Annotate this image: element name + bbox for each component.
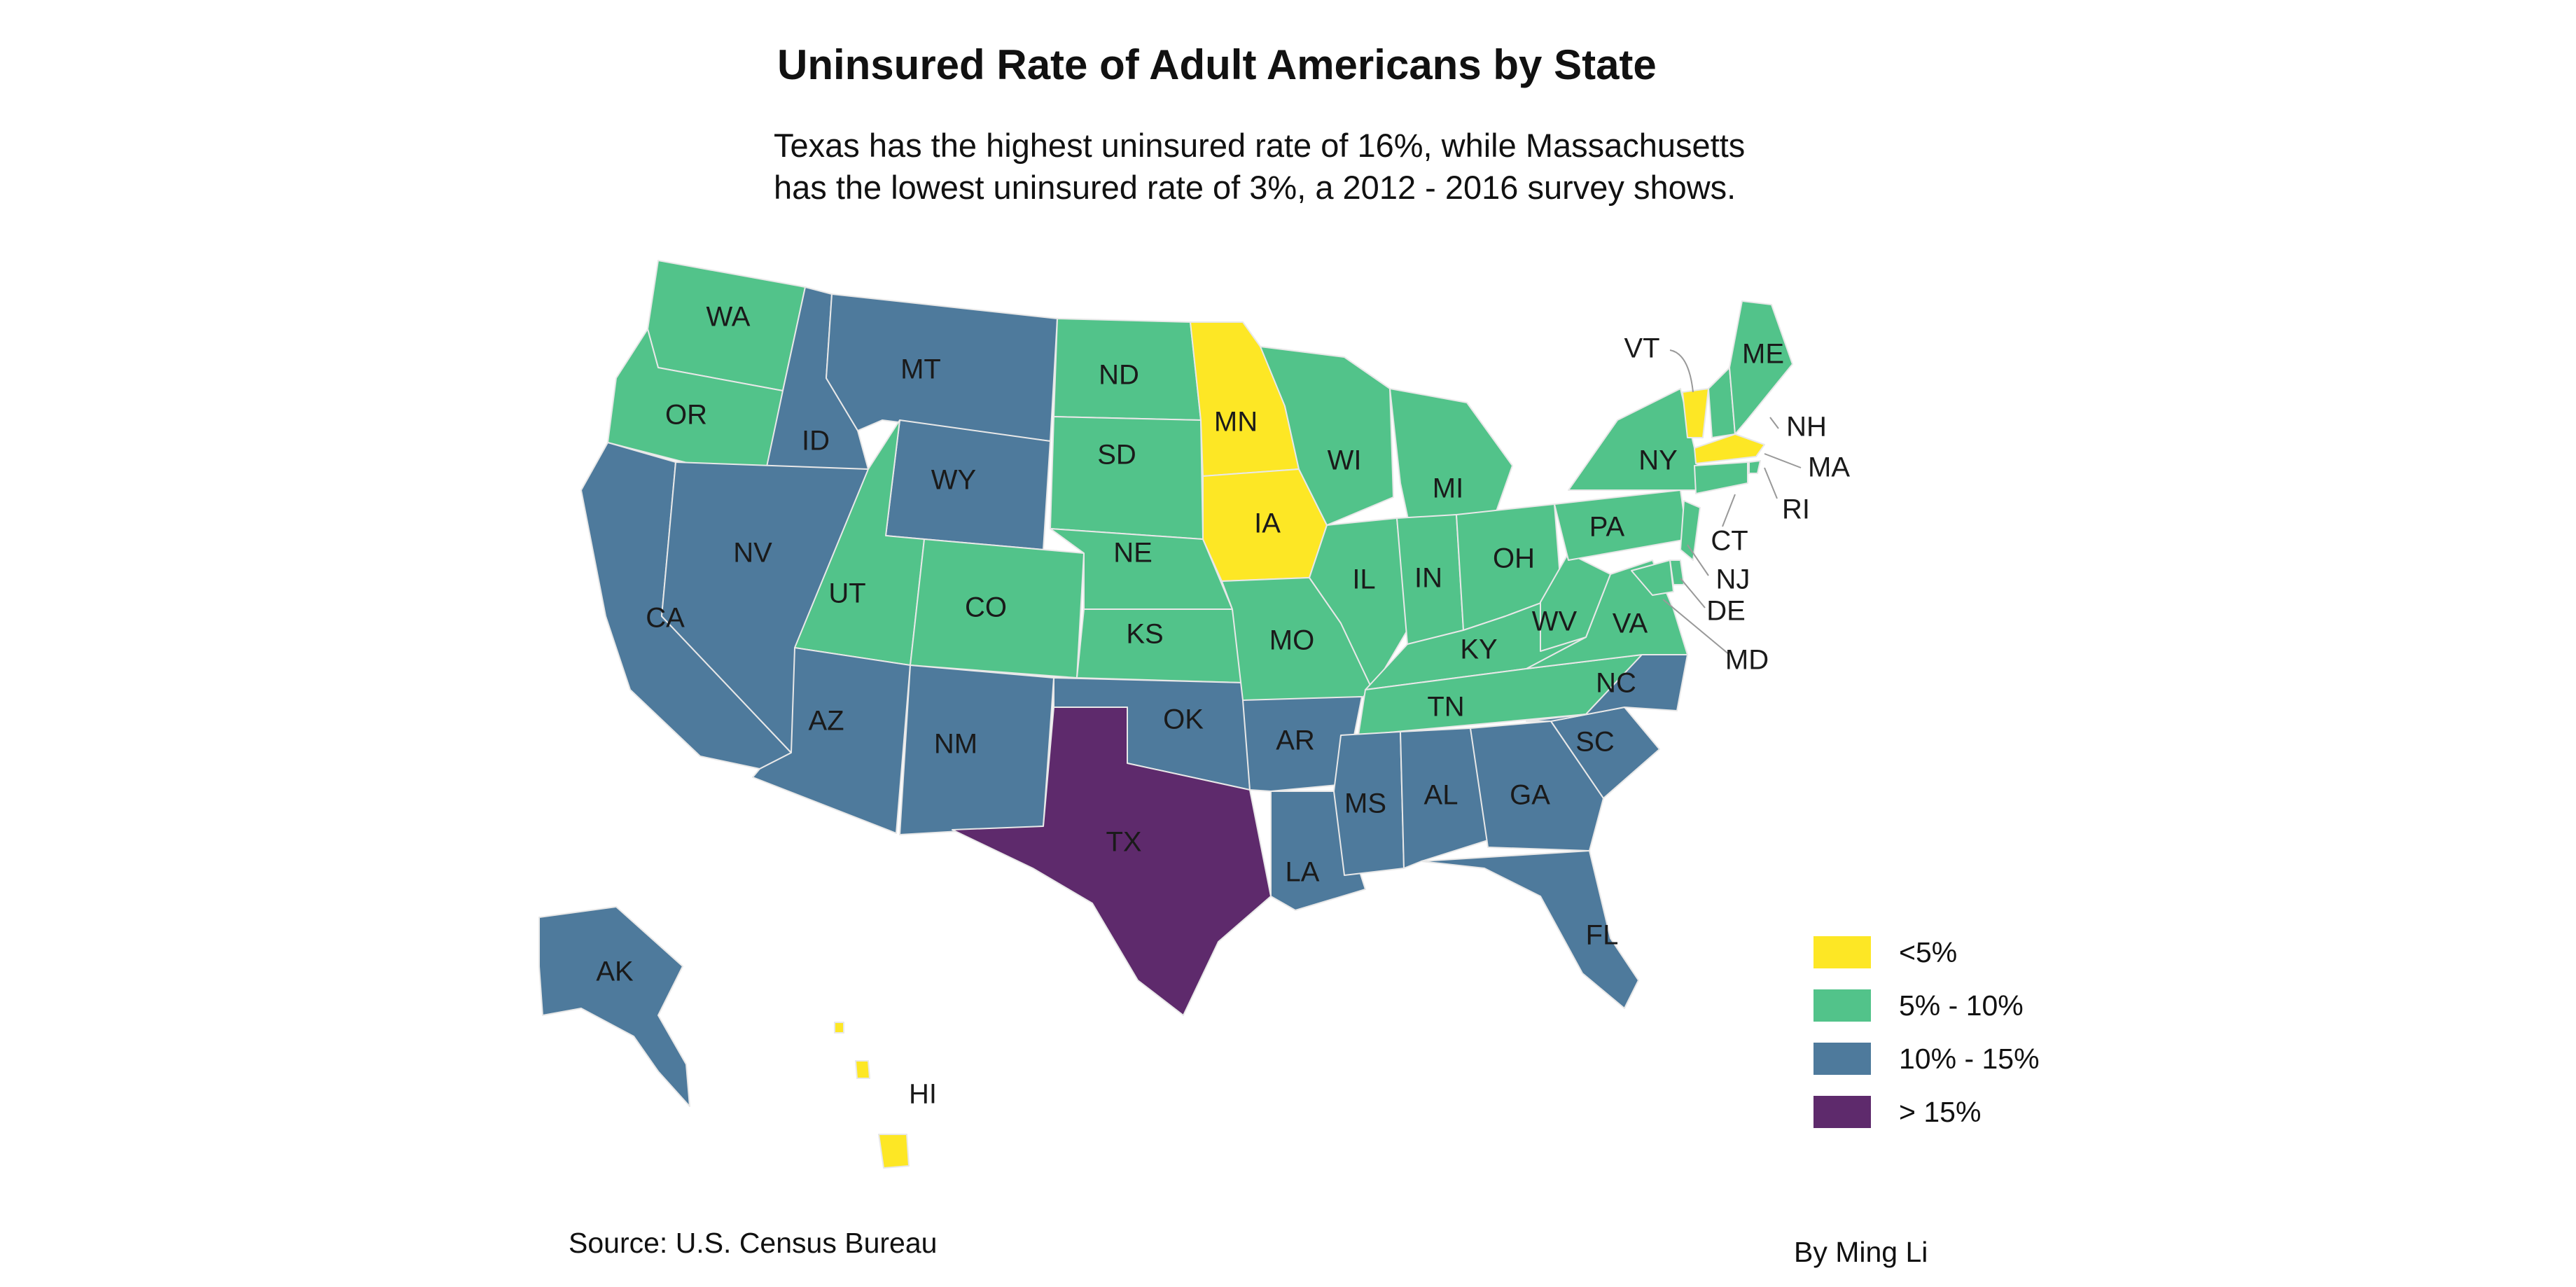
state-label-mn: MN <box>1214 407 1258 438</box>
state-label-pa: PA <box>1589 512 1625 543</box>
legend-item: > 15% <box>1813 1085 2040 1139</box>
state-label-ny: NY <box>1638 445 1678 476</box>
state-al <box>1400 728 1489 869</box>
leader-line-md <box>1662 599 1730 655</box>
state-sd <box>1050 416 1204 540</box>
legend-swatch <box>1813 936 1871 968</box>
source-note: Source: U.S. Census Bureau <box>569 1227 938 1259</box>
state-label-va: VA <box>1613 608 1648 639</box>
state-label-al: AL <box>1424 780 1458 811</box>
state-hi <box>834 1022 910 1169</box>
state-label-tx: TX <box>1106 827 1141 858</box>
state-ms <box>1333 731 1405 876</box>
state-label-id: ID <box>802 426 830 457</box>
leader-line-vt <box>1669 349 1694 393</box>
state-label-wa: WA <box>706 302 751 333</box>
state-label-il: IL <box>1352 564 1375 595</box>
state-tx <box>952 707 1272 1016</box>
leader-line-nj <box>1687 544 1709 576</box>
state-label-la: LA <box>1286 857 1320 888</box>
map-subtitle: Texas has the highest uninsured rate of … <box>774 125 1745 209</box>
state-label-nm: NM <box>934 729 977 760</box>
state-label-ma: MA <box>1808 452 1850 483</box>
legend-swatch <box>1813 1096 1871 1128</box>
state-label-ar: AR <box>1276 725 1315 756</box>
state-label-nh: NH <box>1786 412 1827 443</box>
state-label-wv: WV <box>1532 606 1578 637</box>
leader-line-ma <box>1764 453 1802 468</box>
state-label-nd: ND <box>1099 360 1139 391</box>
state-label-nv: NV <box>733 538 772 569</box>
legend-label: > 15% <box>1899 1095 1982 1128</box>
legend-item: <5% <box>1813 926 2040 979</box>
state-label-wy: WY <box>931 465 976 496</box>
state-fl <box>1421 850 1639 1009</box>
state-label-vt: VT <box>1624 333 1659 364</box>
state-label-md: MD <box>1725 645 1769 676</box>
legend-swatch <box>1813 989 1871 1022</box>
state-label-ks: KS <box>1126 619 1163 650</box>
state-wi <box>1260 346 1394 526</box>
legend-label: 10% - 15% <box>1899 1042 2040 1075</box>
byline: By Ming Li <box>1794 1236 1928 1268</box>
state-nc <box>1526 654 1688 722</box>
state-ct <box>1694 461 1748 494</box>
state-ga <box>1470 721 1604 851</box>
state-label-hi: HI <box>909 1079 937 1110</box>
leader-line-de <box>1680 578 1706 608</box>
state-label-az: AZ <box>808 706 844 737</box>
state-label-ne: NE <box>1113 538 1153 569</box>
state-label-sc: SC <box>1575 727 1615 758</box>
state-label-ms: MS <box>1344 788 1386 819</box>
legend-item: 10% - 15% <box>1813 1032 2040 1085</box>
state-label-mi: MI <box>1433 473 1463 504</box>
state-label-nj: NJ <box>1716 564 1750 595</box>
state-label-ky: KY <box>1460 634 1497 665</box>
state-ak <box>538 906 690 1107</box>
state-wv <box>1540 552 1611 652</box>
state-label-ak: AK <box>596 956 634 987</box>
state-label-me: ME <box>1742 339 1784 370</box>
legend: <5% 5% - 10% 10% - 15% > 15% <box>1813 926 2040 1139</box>
state-label-de: DE <box>1706 596 1746 627</box>
leader-line-nh <box>1769 417 1779 429</box>
state-label-oh: OH <box>1493 543 1535 574</box>
state-label-ca: CA <box>646 603 685 634</box>
state-label-wi: WI <box>1328 445 1362 476</box>
state-label-ga: GA <box>1510 780 1550 811</box>
leader-line-ct <box>1722 494 1736 527</box>
state-label-nc: NC <box>1596 668 1636 699</box>
state-md <box>1631 559 1674 596</box>
state-ar <box>1242 696 1363 792</box>
legend-label: 5% - 10% <box>1899 989 2024 1022</box>
legend-swatch <box>1813 1043 1871 1075</box>
state-label-ri: RI <box>1782 494 1810 525</box>
state-label-mt: MT <box>900 354 941 385</box>
state-ny <box>1568 388 1702 491</box>
state-label-mo: MO <box>1269 625 1314 656</box>
state-label-fl: FL <box>1586 920 1619 951</box>
subtitle-line-1: Texas has the highest uninsured rate of … <box>774 127 1746 164</box>
legend-label: <5% <box>1899 935 1958 968</box>
map-title: Uninsured Rate of Adult Americans by Sta… <box>777 41 1657 88</box>
state-ri <box>1748 460 1761 474</box>
state-label-ct: CT <box>1711 526 1748 557</box>
state-mt <box>826 293 1058 442</box>
state-vt <box>1682 388 1709 438</box>
state-label-ia: IA <box>1254 508 1281 539</box>
subtitle-line-2: has the lowest uninsured rate of 3%, a 2… <box>774 169 1736 206</box>
state-label-co: CO <box>965 592 1007 623</box>
state-nj <box>1680 500 1701 561</box>
legend-item: 5% - 10% <box>1813 979 2040 1032</box>
state-ma <box>1694 433 1765 464</box>
leader-line-ri <box>1764 467 1778 499</box>
state-label-tn: TN <box>1427 692 1464 723</box>
state-label-in: IN <box>1414 563 1442 594</box>
state-label-or: OR <box>665 400 707 431</box>
state-label-ok: OK <box>1163 704 1204 735</box>
state-label-ut: UT <box>828 578 865 609</box>
state-label-sd: SD <box>1097 440 1136 471</box>
